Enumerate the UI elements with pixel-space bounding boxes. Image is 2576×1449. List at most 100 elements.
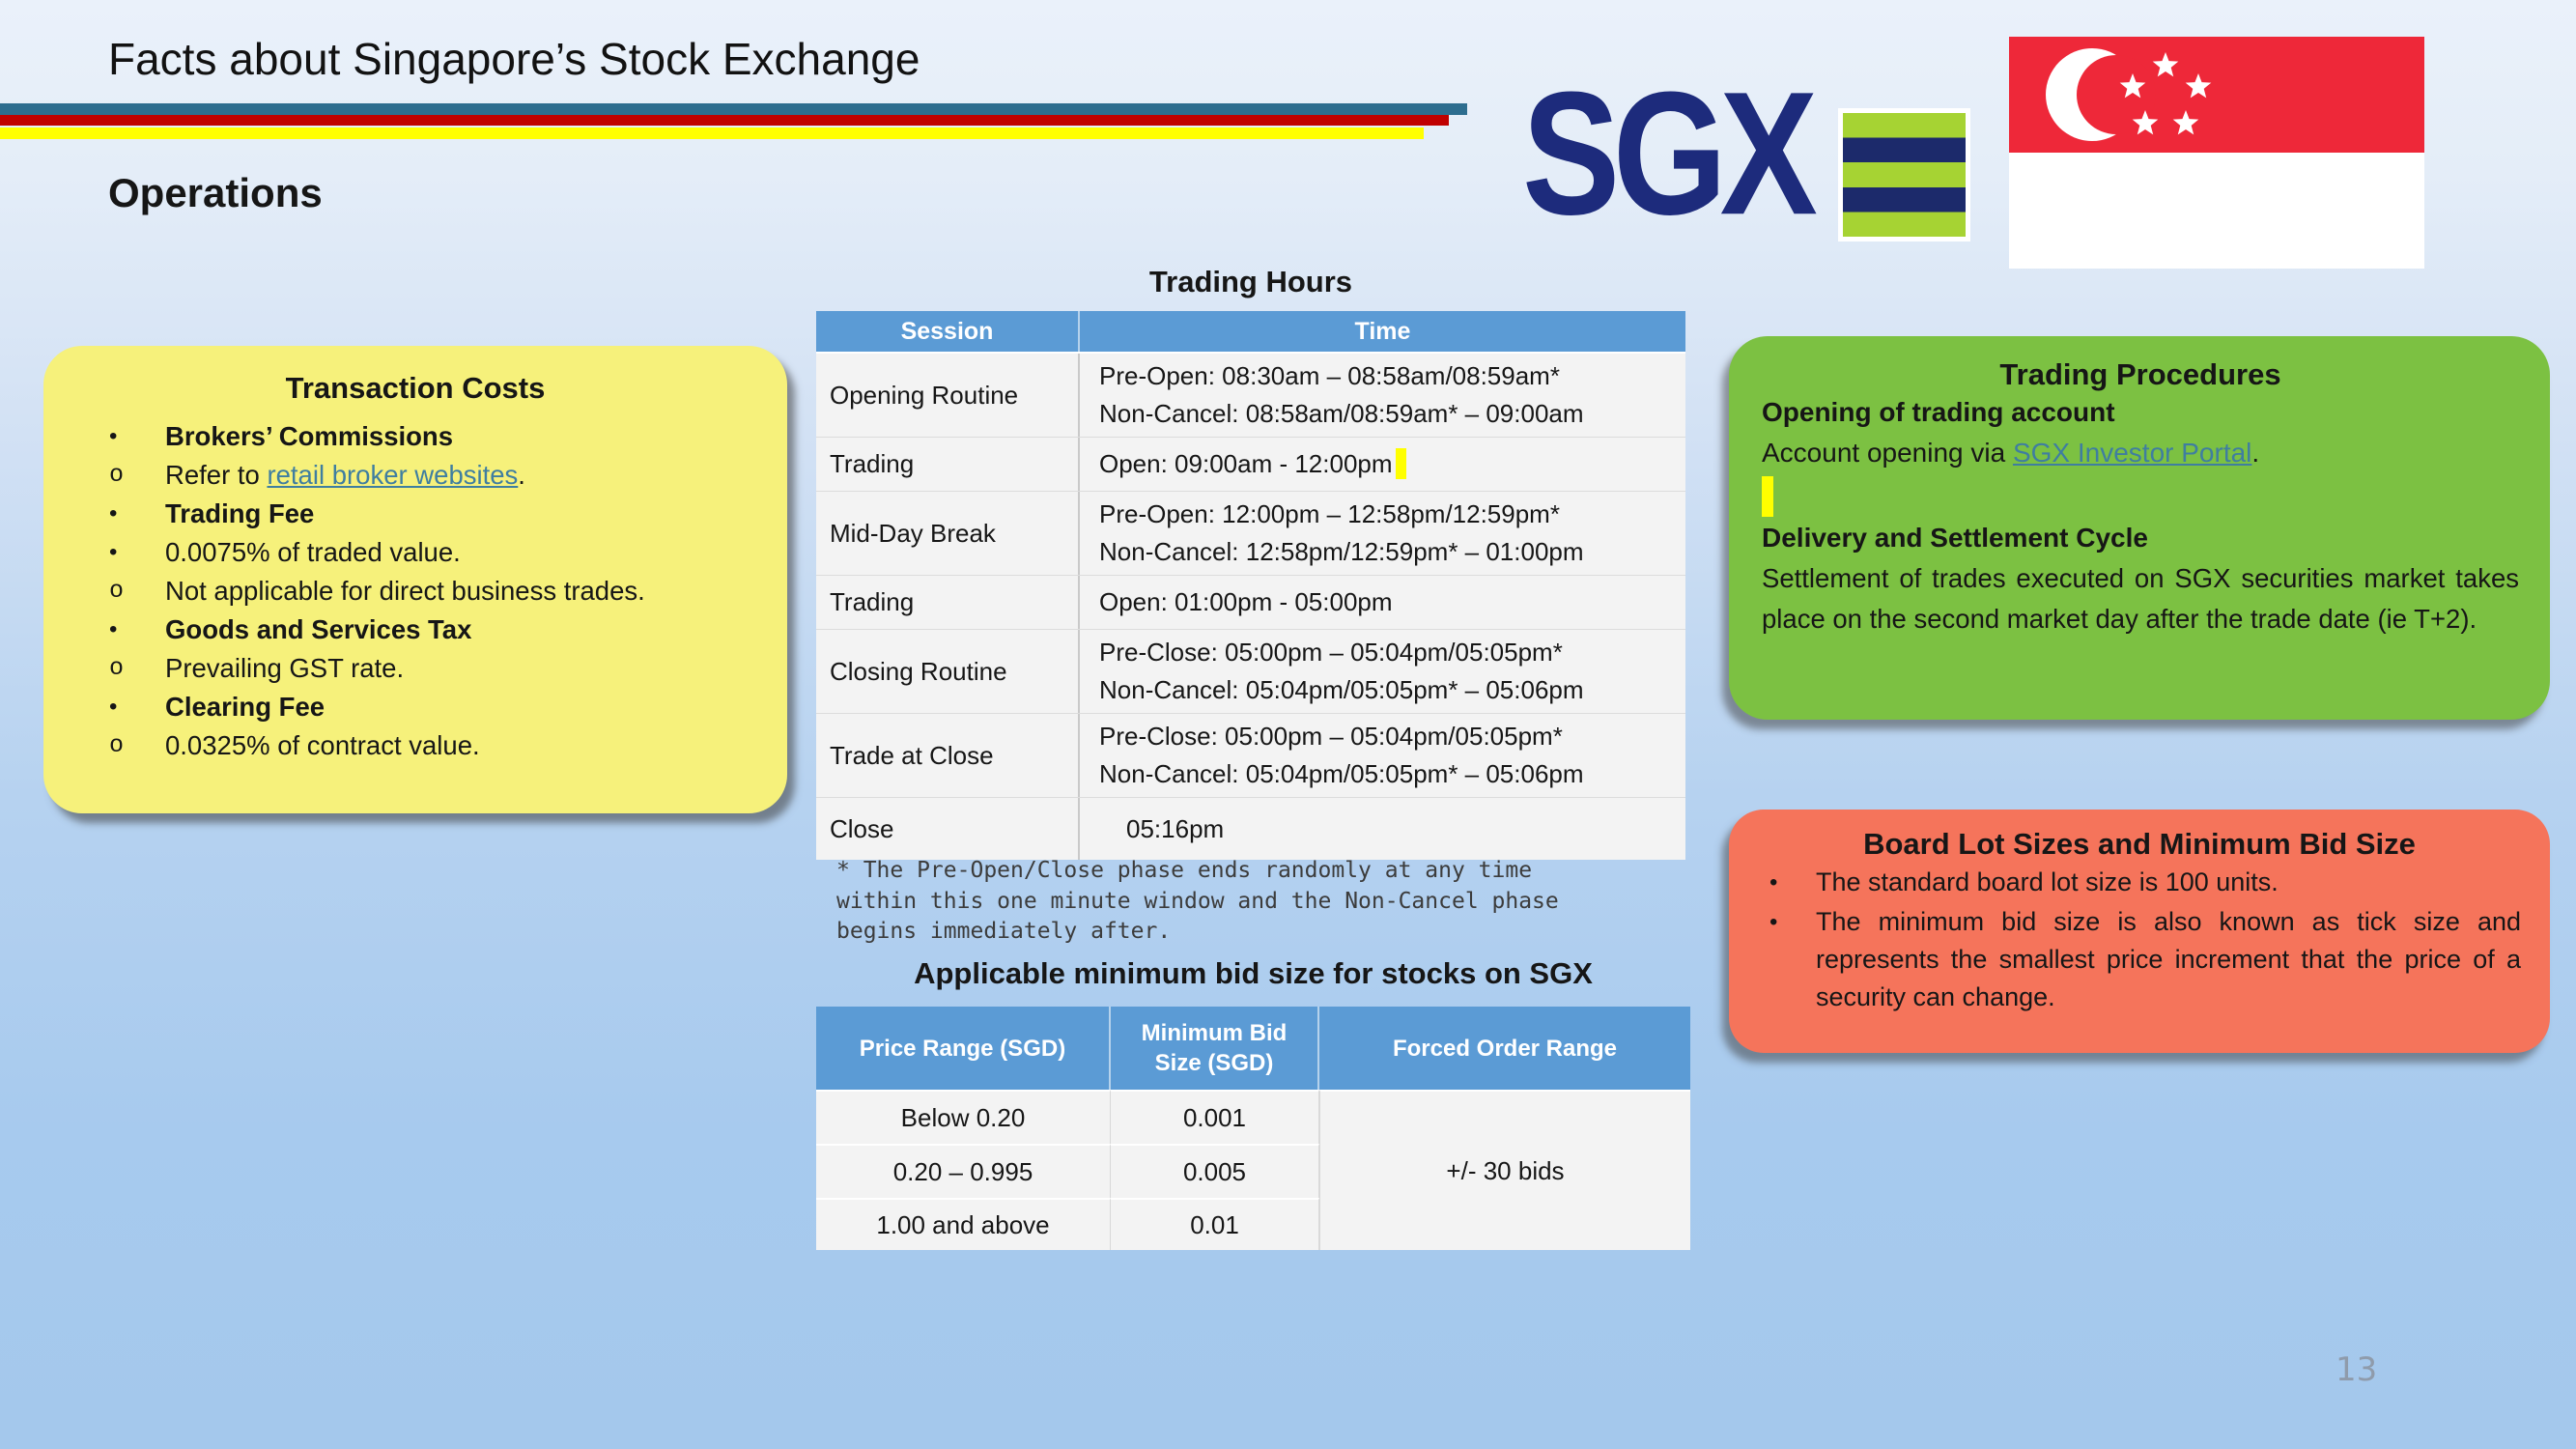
session-cell: Mid-Day Break <box>816 492 1080 575</box>
bullet-marker: o <box>109 731 125 759</box>
retail-broker-websites-link[interactable]: retail broker websites <box>267 460 519 490</box>
time-text: Open: 09:00am - 12:00pm <box>1099 445 1685 483</box>
session-cell: Trading <box>816 438 1080 491</box>
table-row: Close 05:16pm <box>816 798 1685 860</box>
table-row: Trade at Close Pre-Close: 05:00pm – 05:04… <box>816 714 1685 798</box>
table-row: Mid-Day Break Pre-Open: 12:00pm – 12:58pm… <box>816 492 1685 576</box>
list-item-text: Refer to retail broker websites. <box>165 460 525 490</box>
column-header-min-bid-size: Minimum Bid Size (SGD) <box>1111 1007 1319 1090</box>
session-cell: Trade at Close <box>816 714 1080 797</box>
bullet-marker: o <box>109 577 125 605</box>
session-cell: Close <box>816 798 1080 860</box>
time-text: Open: 01:00pm - 05:00pm <box>1099 587 1393 616</box>
time-cell: Open: 09:00am - 12:00pm <box>1080 438 1685 491</box>
list-item-text: Prevailing GST rate. <box>165 653 405 683</box>
bullet-marker: o <box>109 461 125 489</box>
trading-procedures-title: Trading Procedures <box>1999 357 2281 391</box>
list-item: • 0.0075% of traded value. <box>71 533 760 572</box>
header-stripe-teal <box>0 103 1467 115</box>
sgx-logo: SGX <box>1522 55 1818 251</box>
bullet-marker: • <box>109 694 118 720</box>
list-item: o Prevailing GST rate. <box>71 649 760 688</box>
table-cell: 1.00 and above <box>816 1198 1111 1250</box>
bullet-marker: • <box>1769 909 1778 935</box>
list-item-text: Clearing Fee <box>165 692 326 722</box>
list-item: o 0.0325% of contract value. <box>71 726 760 765</box>
table-cell: Below 0.20 <box>816 1090 1111 1144</box>
time-cell: Pre-Open: 08:30am – 08:58am/08:59am* Non-… <box>1080 354 1685 437</box>
time-text: Pre-Close: 05:00pm – 05:04pm/05:05pm* <box>1099 722 1563 751</box>
table-row: Opening Routine Pre-Open: 08:30am – 08:58… <box>816 354 1685 438</box>
page-title: Facts about Singapore’s Stock Exchange <box>108 34 920 84</box>
singapore-flag-icon <box>2009 37 2424 269</box>
trading-hours-body: Opening Routine Pre-Open: 08:30am – 08:58… <box>816 352 1685 860</box>
list-item-text: Brokers’ Commissions <box>165 421 454 451</box>
list-item: • Brokers’ Commissions <box>71 417 760 456</box>
table-cell: 0.001 <box>1111 1090 1319 1144</box>
column-header-time: Time <box>1354 317 1411 345</box>
forced-order-range-cell: +/- 30 bids <box>1319 1090 1690 1250</box>
table-row: Trading Open: 01:00pm - 05:00pm <box>816 576 1685 630</box>
table-cell: 0.005 <box>1111 1144 1319 1198</box>
page-number: 13 <box>2335 1350 2378 1389</box>
opening-account-text-suffix: . <box>2251 438 2260 468</box>
transaction-costs-box: Transaction Costs • Brokers’ Commissions o… <box>43 346 787 813</box>
bullet-marker: • <box>109 539 118 565</box>
list-item-text: The minimum bid size is also known as ti… <box>1816 907 2521 1011</box>
list-item-text: Goods and Services Tax <box>165 614 472 644</box>
board-lot-list: • The standard board lot size is 100 unit… <box>1758 864 2521 1016</box>
highlight-cursor <box>1395 448 1406 479</box>
sgx-logo-stripes-icon <box>1838 108 1970 242</box>
list-item-text: Trading Fee <box>165 498 315 528</box>
trading-hours-table: Session Time Opening Routine Pre-Open: 08… <box>816 311 1685 860</box>
column-header-price-range: Price Range (SGD) <box>816 1007 1111 1090</box>
highlight-caret <box>1762 476 1773 517</box>
time-text: Non-Cancel: 12:58pm/12:59pm* – 01:00pm <box>1099 537 1584 566</box>
opening-account-text-prefix: Account opening via <box>1762 438 2013 468</box>
time-text: Pre-Open: 08:30am – 08:58am/08:59am* <box>1099 361 1560 390</box>
table-row: Trading Open: 09:00am - 12:00pm <box>816 438 1685 492</box>
header-stripe-yellow <box>0 128 1424 139</box>
session-cell: Trading <box>816 576 1080 629</box>
list-item-text: The standard board lot size is 100 units… <box>1816 867 2279 896</box>
board-lot-title: Board Lot Sizes and Minimum Bid Size <box>1863 827 2416 861</box>
bullet-marker: • <box>109 423 118 449</box>
bullet-marker: • <box>1769 869 1778 895</box>
table-cell: 0.20 – 0.995 <box>816 1144 1111 1198</box>
bullet-marker: • <box>109 616 118 642</box>
time-cell: Pre-Close: 05:00pm – 05:04pm/05:05pm* Non… <box>1080 714 1685 797</box>
opening-account-heading: Opening of trading account <box>1762 397 2115 427</box>
list-item-text: Not applicable for direct business trade… <box>165 576 645 606</box>
board-lot-box: Board Lot Sizes and Minimum Bid Size • Th… <box>1729 810 2550 1053</box>
transaction-costs-title: Transaction Costs <box>285 371 546 405</box>
bullet-marker: • <box>109 500 118 526</box>
column-header-forced-order-range: Forced Order Range <box>1319 1007 1690 1090</box>
list-item-text: 0.0075% of traded value. <box>165 537 461 567</box>
time-cell: Pre-Close: 05:00pm – 05:04pm/05:05pm* Non… <box>1080 630 1685 713</box>
sgx-investor-portal-link[interactable]: SGX Investor Portal <box>2012 438 2252 468</box>
time-cell: 05:16pm <box>1080 798 1685 860</box>
time-cell: Open: 01:00pm - 05:00pm <box>1080 576 1685 629</box>
opening-account-line: Account opening via SGX Investor Portal. <box>1762 433 2519 473</box>
section-heading: Operations <box>108 170 323 215</box>
session-cell: Closing Routine <box>816 630 1080 713</box>
trading-procedures-box: Trading Procedures Opening of trading ac… <box>1729 336 2550 720</box>
trading-hours-title: Trading Hours <box>1148 265 1353 298</box>
time-text: Pre-Close: 05:00pm – 05:04pm/05:05pm* <box>1099 638 1563 667</box>
list-item: • The standard board lot size is 100 unit… <box>1758 864 2521 901</box>
trading-hours-header: Session Time <box>816 311 1685 352</box>
table-row: Closing Routine Pre-Close: 05:00pm – 05:0… <box>816 630 1685 714</box>
settlement-text: Settlement of trades executed on SGX sec… <box>1762 563 2519 634</box>
list-item: o Not applicable for direct business trad… <box>71 572 760 611</box>
list-item: • Clearing Fee <box>71 688 760 726</box>
settlement-heading: Delivery and Settlement Cycle <box>1762 523 2148 553</box>
list-item: o Refer to retail broker websites. <box>71 456 760 495</box>
list-item: • The minimum bid size is also known as t… <box>1758 903 2521 1016</box>
min-bid-table: Price Range (SGD) Minimum Bid Size (SGD)… <box>816 1007 1690 1250</box>
time-cell: Pre-Open: 12:00pm – 12:58pm/12:59pm* Non-… <box>1080 492 1685 575</box>
column-header-session: Session <box>816 311 1080 352</box>
list-item-text: 0.0325% of contract value. <box>165 730 480 760</box>
time-text: Non-Cancel: 08:58am/08:59am* – 09:00am <box>1099 399 1584 428</box>
session-cell: Opening Routine <box>816 354 1080 437</box>
